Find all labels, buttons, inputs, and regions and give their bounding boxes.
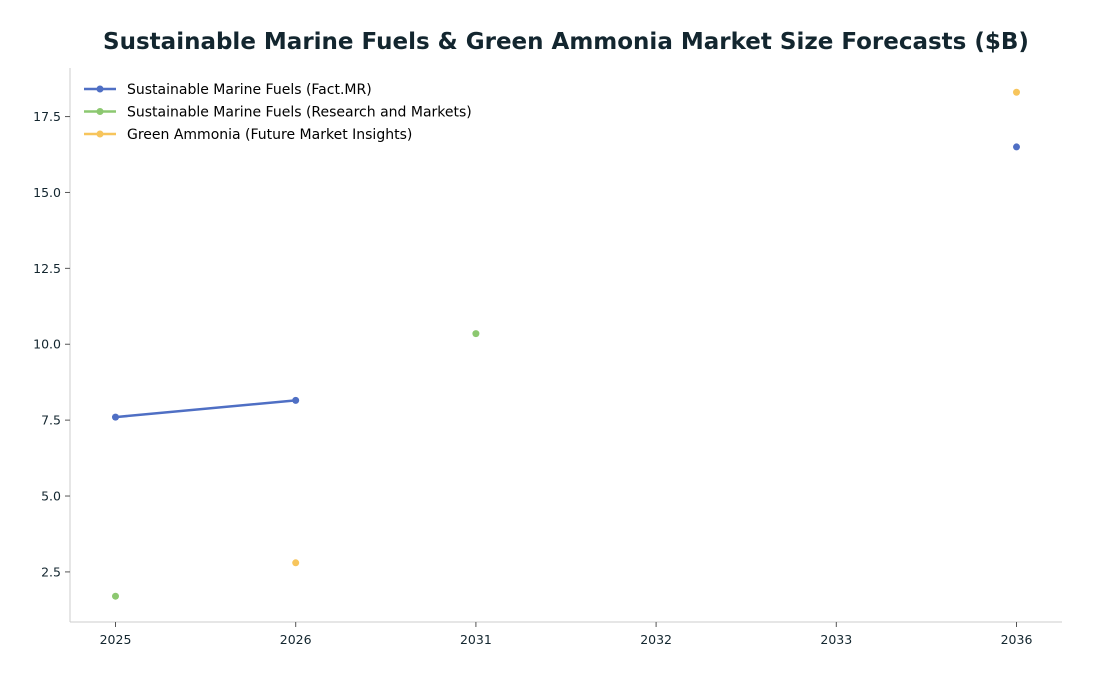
y-tick-label: 7.5	[41, 413, 61, 428]
x-tick-label: 2031	[460, 632, 492, 647]
x-tick-label: 2025	[100, 632, 132, 647]
legend-swatch-marker	[96, 130, 104, 138]
legend-entry: Sustainable Marine Fuels (Fact.MR)	[84, 82, 372, 98]
data-point	[1013, 88, 1020, 96]
chart-legend: Sustainable Marine Fuels (Fact.MR) Sustai…	[84, 82, 472, 143]
y-tick-label: 5.0	[41, 489, 61, 504]
y-tick-label: 17.5	[33, 109, 61, 124]
legend-label: Green Ammonia (Future Market Insights)	[127, 127, 412, 143]
series-line-segment	[114, 399, 297, 419]
data-point	[112, 413, 119, 421]
series-1	[112, 143, 1020, 421]
legend-swatch-marker	[96, 108, 104, 115]
y-tick-label: 10.0	[33, 337, 61, 352]
data-point	[292, 559, 300, 567]
legend-entry: Green Ammonia (Future Market Insights)	[84, 127, 412, 143]
data-point	[292, 396, 300, 404]
series-3	[292, 88, 1020, 567]
legend-entry: Sustainable Marine Fuels (Research and M…	[84, 105, 472, 121]
x-tick-label: 2032	[640, 632, 672, 647]
x-tick-label: 2026	[280, 632, 312, 647]
x-tick-label: 2036	[1001, 632, 1033, 647]
data-point	[1013, 143, 1020, 151]
data-point	[112, 592, 119, 600]
legend-swatch-marker	[96, 85, 104, 93]
data-point	[472, 330, 480, 338]
y-tick-label: 12.5	[33, 261, 61, 276]
chart-title: Sustainable Marine Fuels & Green Ammonia…	[103, 29, 1029, 55]
x-tick-label: 2033	[820, 632, 852, 647]
chart-marks	[112, 88, 1020, 600]
legend-label: Sustainable Marine Fuels (Fact.MR)	[127, 82, 372, 98]
y-tick-label: 15.0	[33, 185, 61, 200]
chart-axes: 2.5 5.0 7.5 10.0 12.5 15.0 17.5 2025 2026 2031 203…	[33, 68, 1062, 647]
y-tick-label: 2.5	[41, 564, 61, 579]
legend-label: Sustainable Marine Fuels (Research and M…	[127, 105, 472, 121]
series-2	[112, 330, 480, 600]
